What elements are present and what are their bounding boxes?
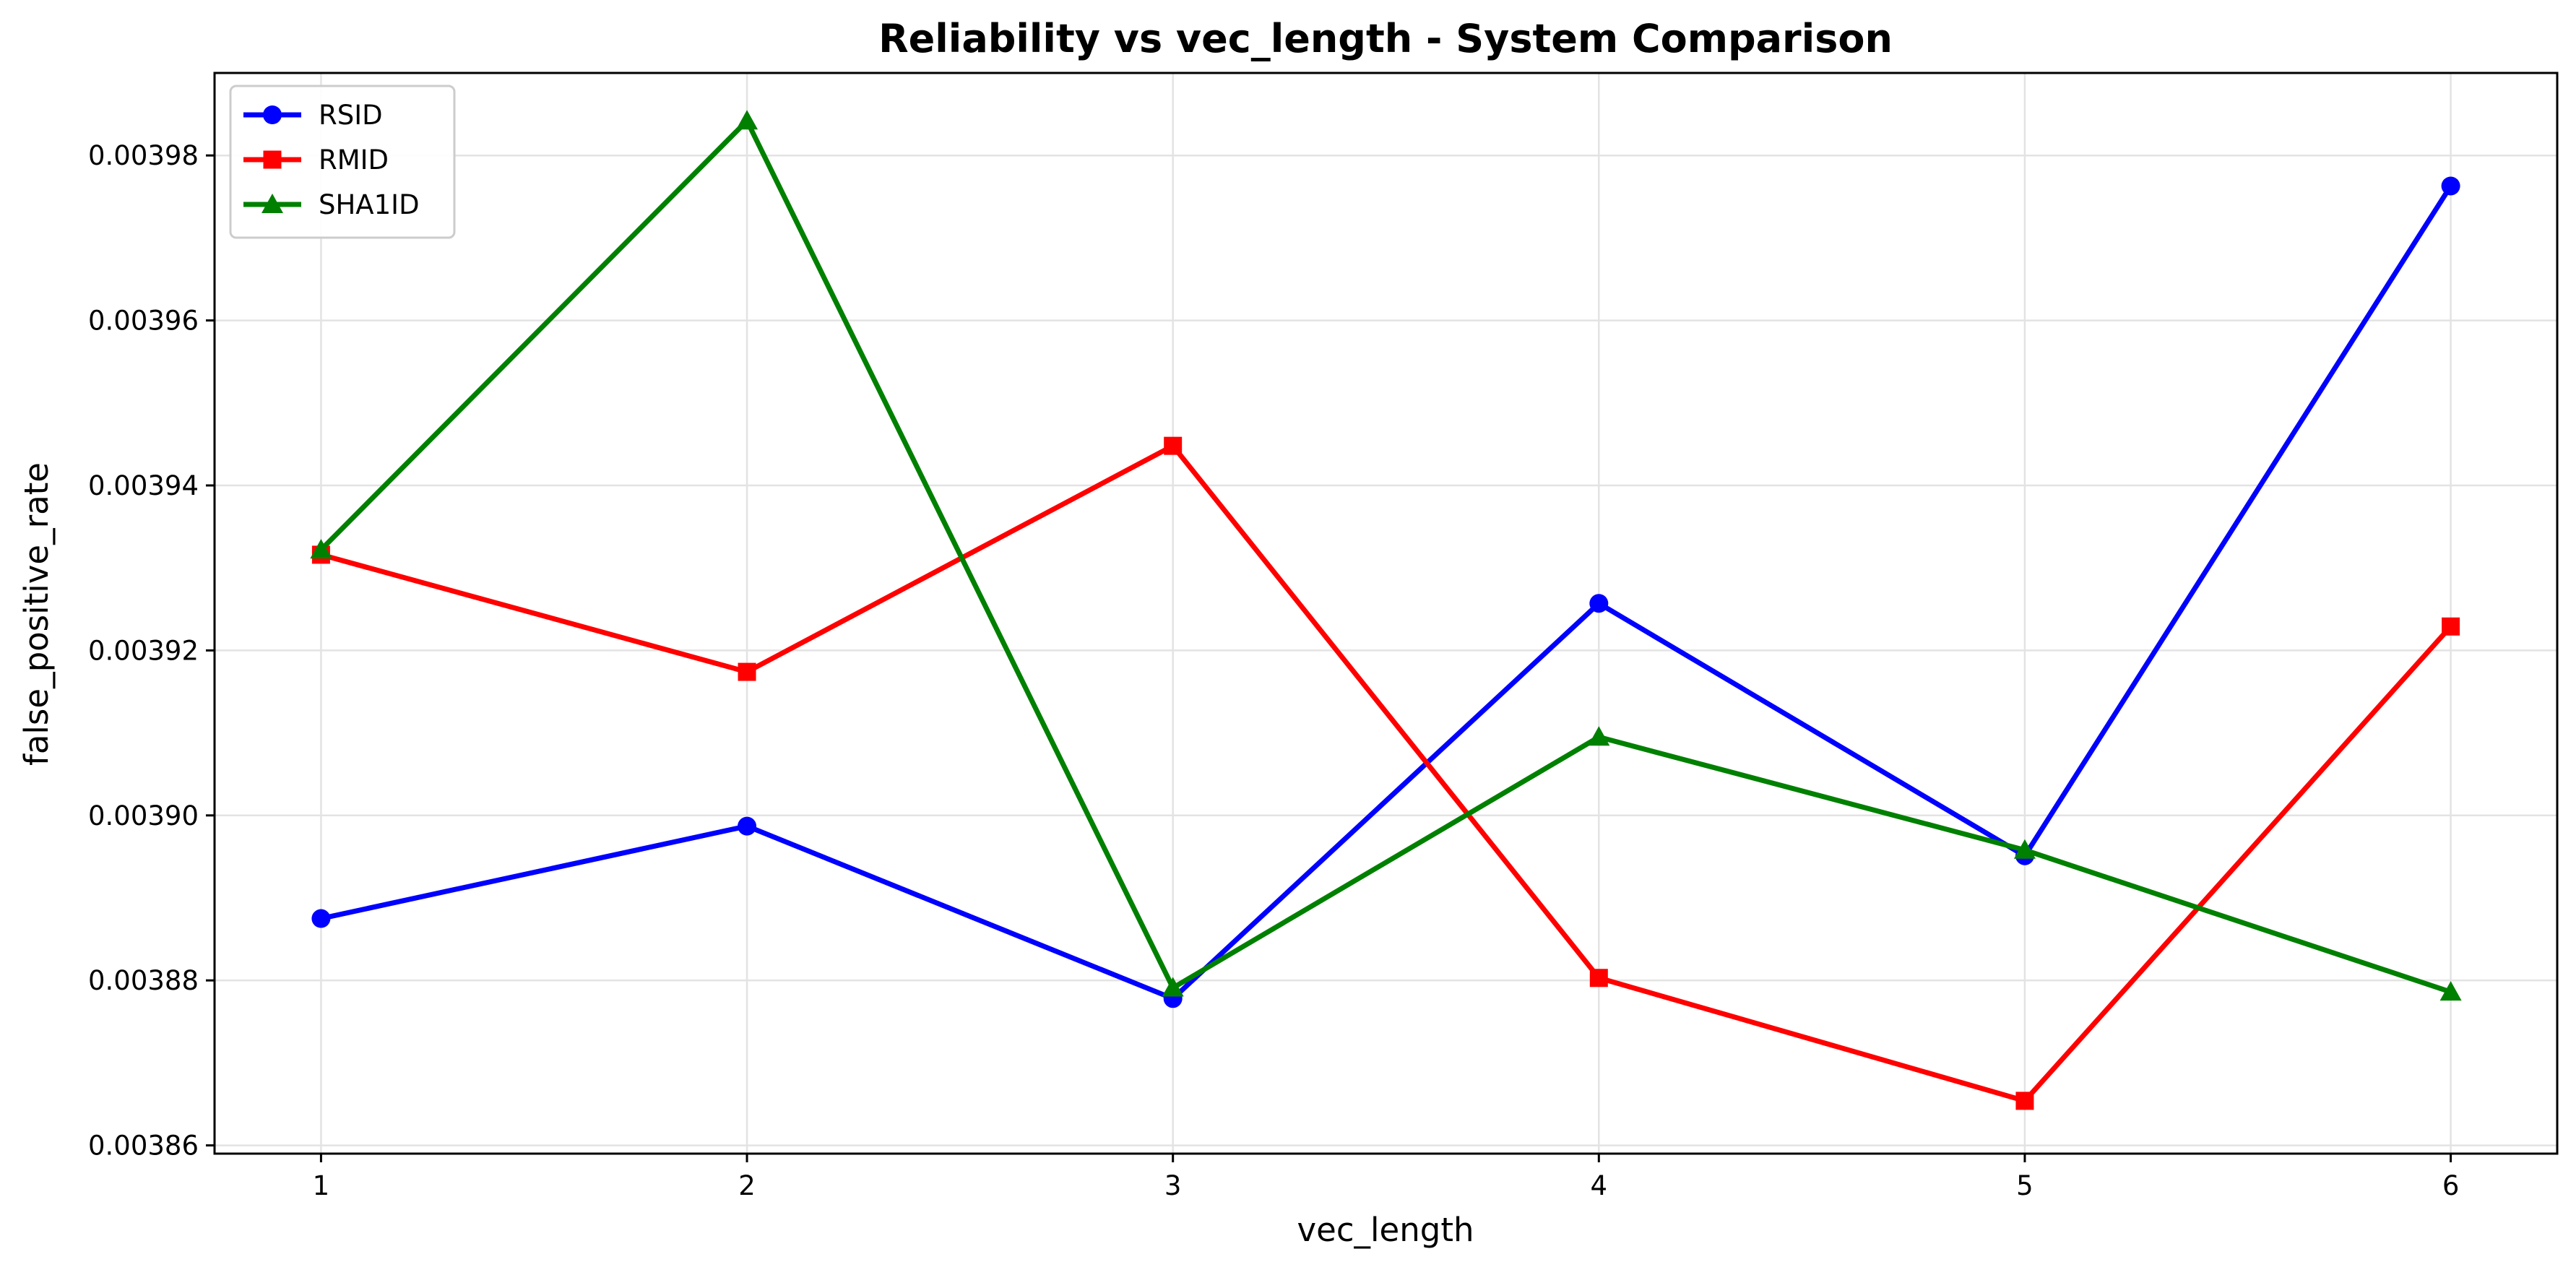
- legend-box: [229, 85, 456, 239]
- data-point-rmid: [2015, 1092, 2034, 1110]
- x-axis-label: vec_length: [1297, 1211, 1474, 1249]
- legend-item-rmid: RMID: [243, 144, 389, 176]
- legend-marker-sha1id: [262, 194, 283, 213]
- data-point-sha1id: [736, 110, 758, 130]
- legend-item-rsid: RSID: [243, 100, 383, 131]
- data-point-rsid: [738, 816, 757, 836]
- y-tick-label: 0.00388: [88, 965, 199, 996]
- data-point-rsid: [2441, 176, 2460, 196]
- data-point-rmid: [738, 662, 756, 681]
- legend-marker-rsid: [263, 105, 282, 124]
- y-tick-label: 0.00398: [88, 140, 199, 171]
- data-point-rmid: [1164, 436, 1183, 455]
- y-tick-label: 0.00390: [88, 800, 199, 831]
- chart-title: Reliability vs vec_length - System Compa…: [878, 16, 1893, 61]
- data-point-rmid: [2442, 617, 2460, 636]
- legend: RSID RMID SHA1ID: [229, 85, 456, 239]
- grid: [215, 73, 2557, 1154]
- legend-item-sha1id: SHA1ID: [243, 189, 420, 220]
- series-line-rsid: [320, 184, 2453, 1001]
- x-tick-label: 1: [313, 1170, 330, 1201]
- series-rsid: [311, 176, 2460, 1008]
- axis-ticks: 1 2 3 4 5 6 0.00386 0.00388 0.00390 0.00392 0.0039…: [88, 140, 2459, 1201]
- series-layer: [310, 110, 2462, 1110]
- data-point-sha1id: [1162, 977, 1184, 997]
- x-tick-label: 3: [1164, 1170, 1182, 1201]
- y-tick-label: 0.00392: [88, 635, 199, 666]
- series-rmid: [311, 436, 2460, 1110]
- data-point-rmid: [1589, 969, 1608, 987]
- data-point-sha1id: [2439, 981, 2462, 1001]
- y-tick-label: 0.00396: [88, 306, 199, 337]
- legend-label-sha1id: SHA1ID: [319, 189, 420, 220]
- data-point-rsid: [1589, 594, 1609, 613]
- data-point-sha1id: [1588, 726, 1610, 746]
- legend-label-rsid: RSID: [319, 100, 383, 131]
- x-tick-label: 2: [738, 1170, 756, 1201]
- y-axis-label: false_positive_rate: [17, 462, 56, 766]
- legend-marker-rmid: [263, 150, 282, 169]
- y-tick-label: 0.00386: [88, 1131, 199, 1162]
- series-line-sha1id: [319, 118, 2452, 995]
- plot-frame: [213, 72, 2559, 1155]
- x-tick-label: 6: [2442, 1170, 2460, 1201]
- x-tick-label: 4: [1591, 1170, 1608, 1201]
- x-tick-label: 5: [2016, 1170, 2033, 1201]
- y-tick-label: 0.00394: [88, 470, 199, 501]
- data-point-rsid: [311, 909, 331, 928]
- data-point-sha1id: [310, 539, 332, 559]
- legend-label-rmid: RMID: [319, 144, 389, 176]
- data-point-sha1id: [2013, 839, 2036, 859]
- series-sha1id: [310, 110, 2462, 1001]
- series-line-rmid: [320, 443, 2453, 1104]
